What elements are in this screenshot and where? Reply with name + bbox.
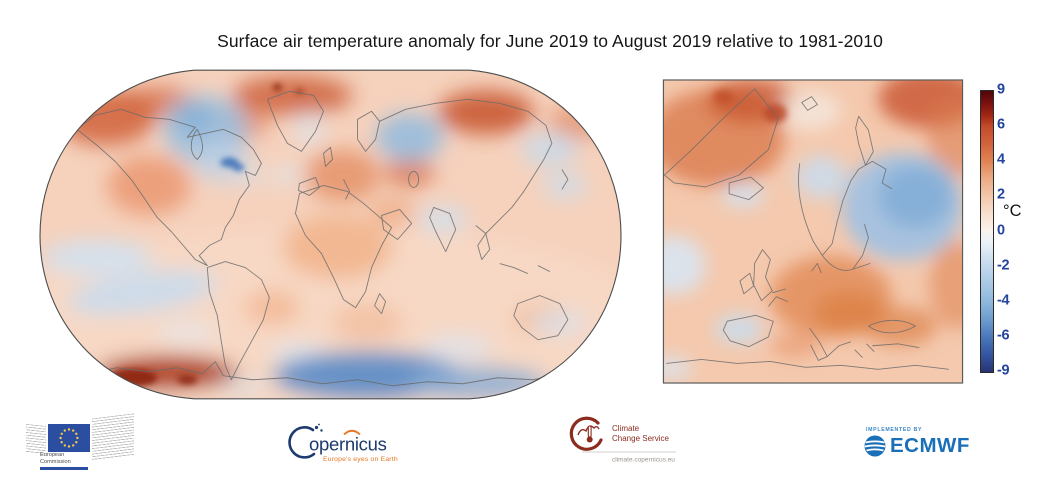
ec-wordmark: European Commission — [40, 452, 71, 465]
colorbar-gradient — [980, 90, 994, 373]
european-commission-logo: European Commission — [26, 413, 144, 475]
copernicus-orange-swoosh — [343, 429, 361, 436]
colorbar: 9 6 4 2 0 -2 -4 -6 -9 °C — [980, 81, 1042, 378]
copernicus-c-arc — [288, 426, 316, 459]
colorbar-tick: 4 — [997, 151, 1005, 168]
copernicus-tagline: Europe's eyes on Earth — [323, 456, 398, 463]
ecmwf-globe-icon — [864, 435, 886, 457]
colorbar-tick: -9 — [997, 362, 1010, 379]
colorbar-unit-label: °C — [1003, 202, 1022, 220]
world-map — [39, 69, 622, 400]
colorbar-tick: 6 — [997, 116, 1005, 133]
page-title: Surface air temperature anomaly for June… — [217, 31, 883, 51]
thermometer-icon — [586, 425, 593, 443]
colorbar-tick: 2 — [997, 186, 1005, 203]
europe-anomaly-field — [663, 79, 963, 381]
eu-flag-icon — [48, 424, 90, 452]
ec-wordmark-line1: European — [40, 452, 65, 458]
colorbar-tick: -4 — [997, 292, 1010, 309]
c3s-arc — [569, 416, 603, 451]
ec-wordmark-line2: Commission — [40, 458, 71, 465]
ec-underline-bar — [40, 466, 88, 470]
europe-coastlines — [663, 88, 949, 370]
climate-change-service-logo: Climate Change Service climate.copernicu… — [569, 416, 676, 464]
c3s-name-line1: Climate — [612, 424, 640, 433]
ec-streaks-graphic — [92, 413, 134, 461]
europe-map — [662, 79, 964, 384]
europe-map-border — [662, 79, 964, 384]
world-anomaly-field — [40, 75, 621, 399]
world-map-outline — [39, 69, 622, 400]
colorbar-tick: 9 — [997, 81, 1005, 98]
ecmwf-wordmark: ECMWF — [890, 434, 970, 457]
c3s-url: climate.copernicus.eu — [612, 457, 675, 464]
ecmwf-implemented-by: IMPLEMENTED BY — [866, 427, 923, 433]
copernicus-logo: opernicus Europe's eyes on Earth — [288, 423, 398, 463]
colorbar-tick: 0 — [997, 221, 1005, 238]
c3s-name-line2: Change Service — [612, 434, 669, 443]
ecmwf-logo: IMPLEMENTED BY ECMWF — [864, 427, 1014, 465]
copernicus-wordmark: opernicus — [309, 434, 387, 455]
world-coastlines — [76, 90, 593, 387]
colorbar-tick: -2 — [997, 256, 1010, 273]
ec-streaks-graphic — [26, 423, 46, 455]
colorbar-tick: -6 — [997, 327, 1010, 344]
copernicus-orbit-dots — [314, 423, 323, 432]
